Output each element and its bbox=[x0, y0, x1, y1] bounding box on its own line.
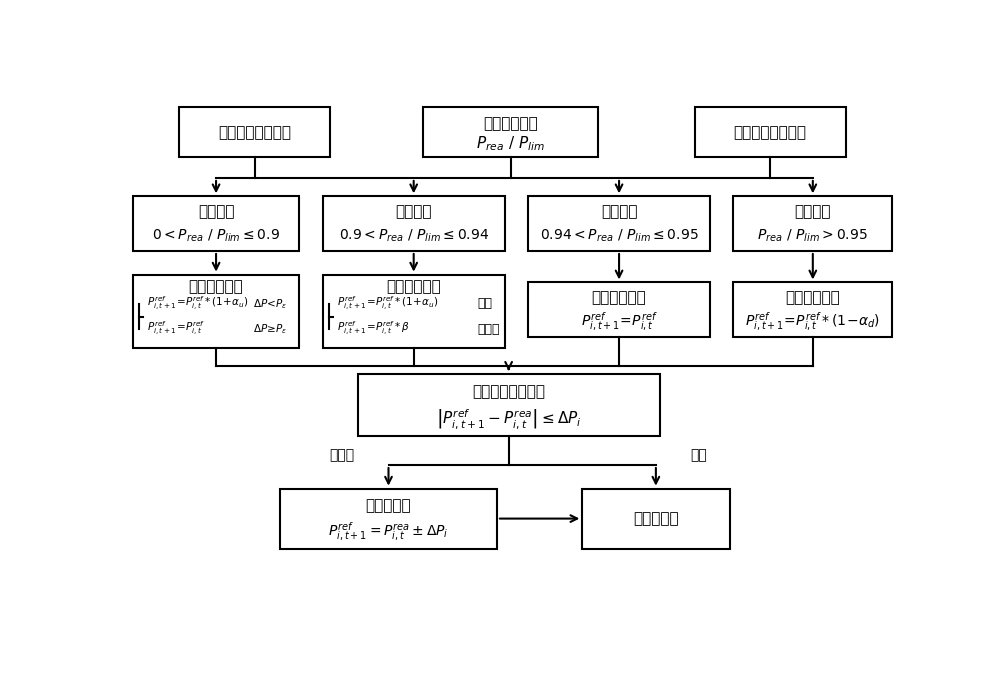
FancyBboxPatch shape bbox=[733, 196, 892, 251]
Text: 友好: 友好 bbox=[478, 297, 493, 311]
Text: $P_{rea}\ /\ P_{lim}>0.95$: $P_{rea}\ /\ P_{lim}>0.95$ bbox=[757, 228, 868, 244]
Text: 越限状态: 越限状态 bbox=[795, 204, 831, 219]
Text: 厂站考核打分结果: 厂站考核打分结果 bbox=[218, 125, 291, 140]
FancyBboxPatch shape bbox=[695, 108, 846, 157]
Text: 不友好: 不友好 bbox=[478, 323, 500, 336]
Text: $\Delta P\!\geq\! P_\varepsilon$: $\Delta P\!\geq\! P_\varepsilon$ bbox=[253, 323, 288, 336]
Text: 不满足: 不满足 bbox=[329, 449, 355, 462]
Text: 缓冲状态: 缓冲状态 bbox=[601, 204, 637, 219]
FancyBboxPatch shape bbox=[528, 196, 710, 251]
FancyBboxPatch shape bbox=[733, 282, 892, 337]
FancyBboxPatch shape bbox=[423, 108, 598, 157]
Text: 下调出力指令: 下调出力指令 bbox=[785, 290, 840, 305]
Text: $P^{ref}_{i,t+1}\!=\!P^{ref}_{i,t}*\beta$: $P^{ref}_{i,t+1}\!=\!P^{ref}_{i,t}*\beta… bbox=[337, 320, 409, 338]
FancyBboxPatch shape bbox=[528, 282, 710, 337]
FancyBboxPatch shape bbox=[133, 275, 299, 348]
Text: 下发指令值: 下发指令值 bbox=[633, 511, 679, 526]
Text: 上调出力指令: 上调出力指令 bbox=[189, 279, 243, 294]
Text: $0.94<P_{rea}\ /\ P_{lim}\leq0.95$: $0.94<P_{rea}\ /\ P_{lim}\leq0.95$ bbox=[540, 228, 698, 244]
FancyBboxPatch shape bbox=[323, 196, 505, 251]
Text: $P^{ref}_{i,t+1}\!=\!P^{ref}_{i,t}$: $P^{ref}_{i,t+1}\!=\!P^{ref}_{i,t}$ bbox=[147, 320, 205, 338]
Text: 厂站上调能力判断: 厂站上调能力判断 bbox=[734, 125, 807, 140]
Text: $P^{ref}_{i,t+1}\!=\!P^{ref}_{i,t}*(1\!-\!\alpha_d)$: $P^{ref}_{i,t+1}\!=\!P^{ref}_{i,t}*(1\!-… bbox=[745, 311, 880, 333]
Text: $P^{ref}_{i,t+1}\!=\!P^{ref}_{i,t}*(1\!+\!\alpha_u)$: $P^{ref}_{i,t+1}\!=\!P^{ref}_{i,t}*(1\!+… bbox=[147, 295, 248, 313]
Text: 断面裕度判断: 断面裕度判断 bbox=[483, 116, 538, 131]
Text: 满足: 满足 bbox=[690, 449, 707, 462]
Text: $\Delta P\!<\!P_\varepsilon$: $\Delta P\!<\!P_\varepsilon$ bbox=[253, 297, 288, 311]
Text: $P^{ref}_{i,t+1}\!=\!P^{ref}_{i,t}$: $P^{ref}_{i,t+1}\!=\!P^{ref}_{i,t}$ bbox=[581, 311, 657, 333]
Text: 出力指令调整: 出力指令调整 bbox=[386, 279, 441, 294]
Text: $0.9<P_{rea}\ /\ P_{lim}\leq0.94$: $0.9<P_{rea}\ /\ P_{lim}\leq0.94$ bbox=[339, 228, 489, 244]
FancyBboxPatch shape bbox=[582, 489, 730, 549]
FancyBboxPatch shape bbox=[323, 275, 505, 348]
Text: $0<P_{rea}\ /\ P_{lim}\leq0.9$: $0<P_{rea}\ /\ P_{lim}\leq0.9$ bbox=[152, 228, 280, 244]
Text: 修正指令值: 修正指令值 bbox=[366, 498, 411, 513]
FancyBboxPatch shape bbox=[358, 374, 660, 437]
Text: $P^{ref}_{i,t+1}=P^{rea}_{i,t}\pm\Delta P_i$: $P^{ref}_{i,t+1}=P^{rea}_{i,t}\pm\Delta … bbox=[328, 521, 449, 543]
FancyBboxPatch shape bbox=[179, 108, 330, 157]
Text: 有功功率变化校验: 有功功率变化校验 bbox=[472, 384, 545, 399]
FancyBboxPatch shape bbox=[133, 196, 299, 251]
Text: $P^{ref}_{i,t+1}\!=\!P^{ref}_{i,t}*(1\!+\!\alpha_u)$: $P^{ref}_{i,t+1}\!=\!P^{ref}_{i,t}*(1\!+… bbox=[337, 295, 438, 313]
Text: 出力指令维持: 出力指令维持 bbox=[592, 290, 646, 305]
Text: $\left|P^{ref}_{i,t+1}-P^{rea}_{i,t}\right|\leq\Delta P_i$: $\left|P^{ref}_{i,t+1}-P^{rea}_{i,t}\rig… bbox=[436, 407, 581, 431]
FancyBboxPatch shape bbox=[280, 489, 497, 549]
Text: 预警状态: 预警状态 bbox=[395, 204, 432, 219]
Text: 安全状态: 安全状态 bbox=[198, 204, 234, 219]
Text: $P_{rea}\ /\ P_{lim}$: $P_{rea}\ /\ P_{lim}$ bbox=[476, 134, 545, 153]
